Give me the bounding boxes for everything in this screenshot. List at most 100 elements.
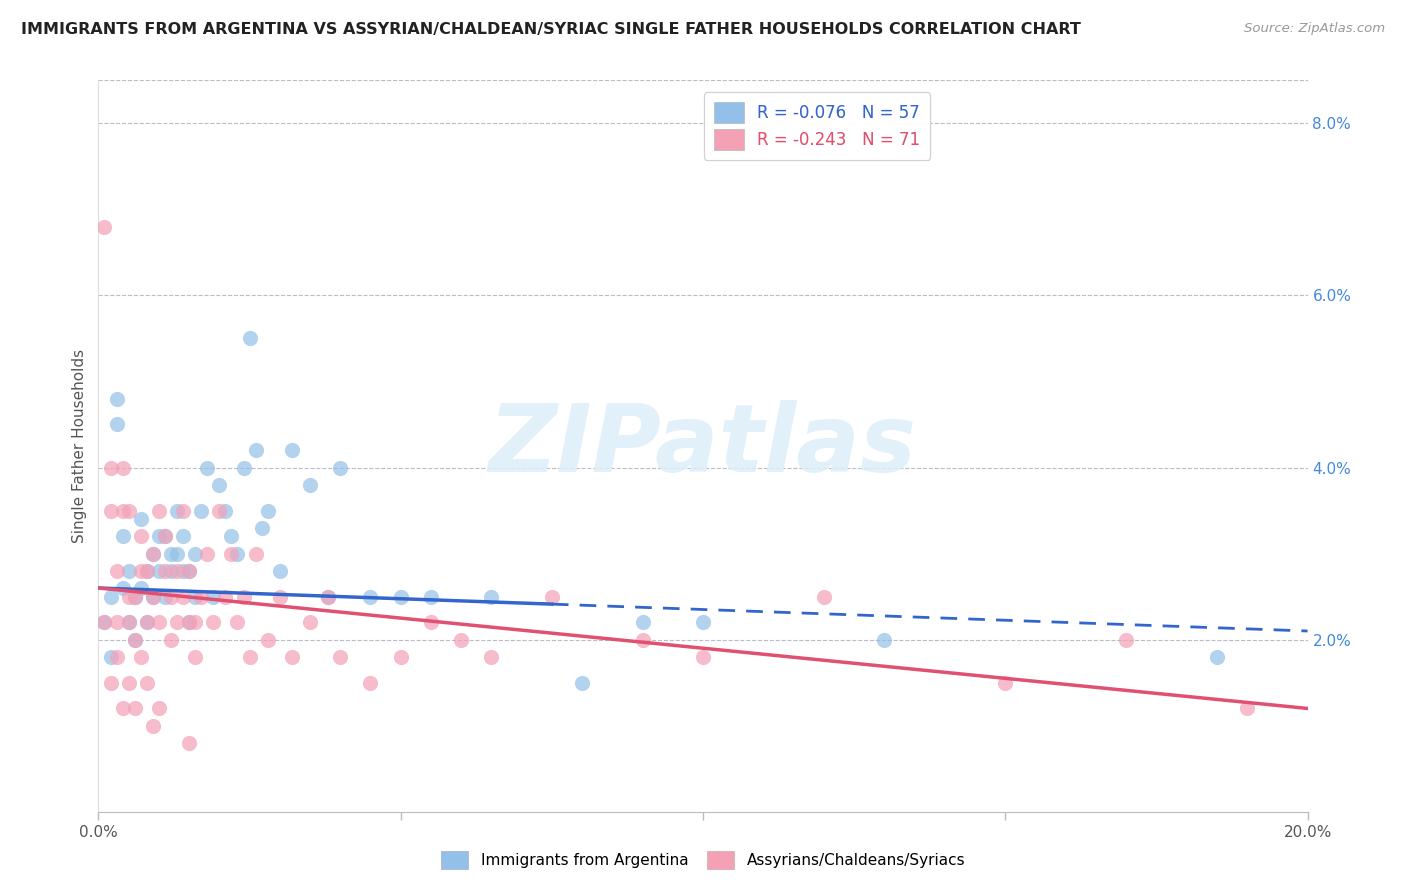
Point bbox=[100, 590, 122, 604]
Point bbox=[179, 615, 201, 630]
Point bbox=[118, 615, 141, 630]
Point bbox=[299, 477, 322, 491]
Point bbox=[148, 529, 170, 543]
Point bbox=[873, 632, 896, 647]
Point bbox=[692, 649, 714, 664]
Point bbox=[153, 564, 176, 578]
Point bbox=[208, 477, 231, 491]
Point bbox=[100, 649, 122, 664]
Point bbox=[190, 590, 212, 604]
Point bbox=[256, 632, 278, 647]
Point bbox=[160, 632, 183, 647]
Legend: Immigrants from Argentina, Assyrians/Chaldeans/Syriacs: Immigrants from Argentina, Assyrians/Cha… bbox=[434, 845, 972, 875]
Point bbox=[124, 701, 146, 715]
Point bbox=[190, 503, 212, 517]
Point bbox=[269, 564, 291, 578]
Point bbox=[245, 443, 267, 458]
Point bbox=[118, 503, 141, 517]
Point bbox=[118, 615, 141, 630]
Point bbox=[118, 590, 141, 604]
Point bbox=[153, 529, 176, 543]
Point bbox=[179, 615, 201, 630]
Point bbox=[129, 564, 152, 578]
Point bbox=[239, 649, 262, 664]
Point bbox=[100, 503, 122, 517]
Y-axis label: Single Father Households: Single Father Households bbox=[72, 349, 87, 543]
Point bbox=[142, 547, 165, 561]
Point bbox=[135, 615, 157, 630]
Point bbox=[135, 564, 157, 578]
Point bbox=[105, 392, 128, 406]
Point bbox=[184, 649, 207, 664]
Point bbox=[153, 590, 176, 604]
Point bbox=[389, 590, 412, 604]
Point bbox=[166, 503, 188, 517]
Point bbox=[148, 701, 170, 715]
Point bbox=[389, 649, 412, 664]
Point bbox=[208, 503, 231, 517]
Point bbox=[148, 615, 170, 630]
Point bbox=[100, 675, 122, 690]
Point bbox=[93, 615, 115, 630]
Point bbox=[571, 675, 593, 690]
Point bbox=[111, 581, 134, 595]
Point bbox=[166, 564, 188, 578]
Point bbox=[184, 615, 207, 630]
Point bbox=[172, 590, 194, 604]
Point bbox=[481, 590, 503, 604]
Point bbox=[142, 590, 165, 604]
Point bbox=[118, 564, 141, 578]
Text: IMMIGRANTS FROM ARGENTINA VS ASSYRIAN/CHALDEAN/SYRIAC SINGLE FATHER HOUSEHOLDS C: IMMIGRANTS FROM ARGENTINA VS ASSYRIAN/CH… bbox=[21, 22, 1081, 37]
Point bbox=[316, 590, 339, 604]
Point bbox=[281, 649, 304, 664]
Point bbox=[179, 736, 201, 750]
Point bbox=[281, 443, 304, 458]
Point bbox=[124, 632, 146, 647]
Point bbox=[239, 331, 262, 345]
Point bbox=[360, 590, 382, 604]
Point bbox=[105, 564, 128, 578]
Point bbox=[172, 503, 194, 517]
Point bbox=[129, 529, 152, 543]
Point bbox=[129, 512, 152, 526]
Point bbox=[111, 701, 134, 715]
Point bbox=[148, 564, 170, 578]
Point bbox=[166, 547, 188, 561]
Point bbox=[111, 460, 134, 475]
Point bbox=[111, 529, 134, 543]
Point bbox=[160, 547, 183, 561]
Point bbox=[631, 615, 654, 630]
Point bbox=[226, 615, 249, 630]
Point bbox=[214, 503, 236, 517]
Point bbox=[202, 615, 225, 630]
Point bbox=[420, 615, 443, 630]
Point bbox=[299, 615, 322, 630]
Point bbox=[93, 615, 115, 630]
Point bbox=[221, 547, 243, 561]
Point bbox=[316, 590, 339, 604]
Point bbox=[142, 719, 165, 733]
Point bbox=[540, 590, 562, 604]
Point bbox=[221, 529, 243, 543]
Point bbox=[269, 590, 291, 604]
Point bbox=[105, 417, 128, 432]
Point bbox=[813, 590, 835, 604]
Point bbox=[245, 547, 267, 561]
Point bbox=[179, 564, 201, 578]
Point bbox=[142, 590, 165, 604]
Point bbox=[232, 460, 254, 475]
Point bbox=[160, 590, 183, 604]
Point bbox=[184, 590, 207, 604]
Point bbox=[124, 632, 146, 647]
Point bbox=[153, 529, 176, 543]
Point bbox=[105, 649, 128, 664]
Point bbox=[1236, 701, 1258, 715]
Point bbox=[329, 649, 352, 664]
Point bbox=[631, 632, 654, 647]
Point bbox=[111, 503, 134, 517]
Point bbox=[118, 675, 141, 690]
Point bbox=[195, 460, 218, 475]
Point bbox=[256, 503, 278, 517]
Point bbox=[250, 521, 273, 535]
Text: ZIPatlas: ZIPatlas bbox=[489, 400, 917, 492]
